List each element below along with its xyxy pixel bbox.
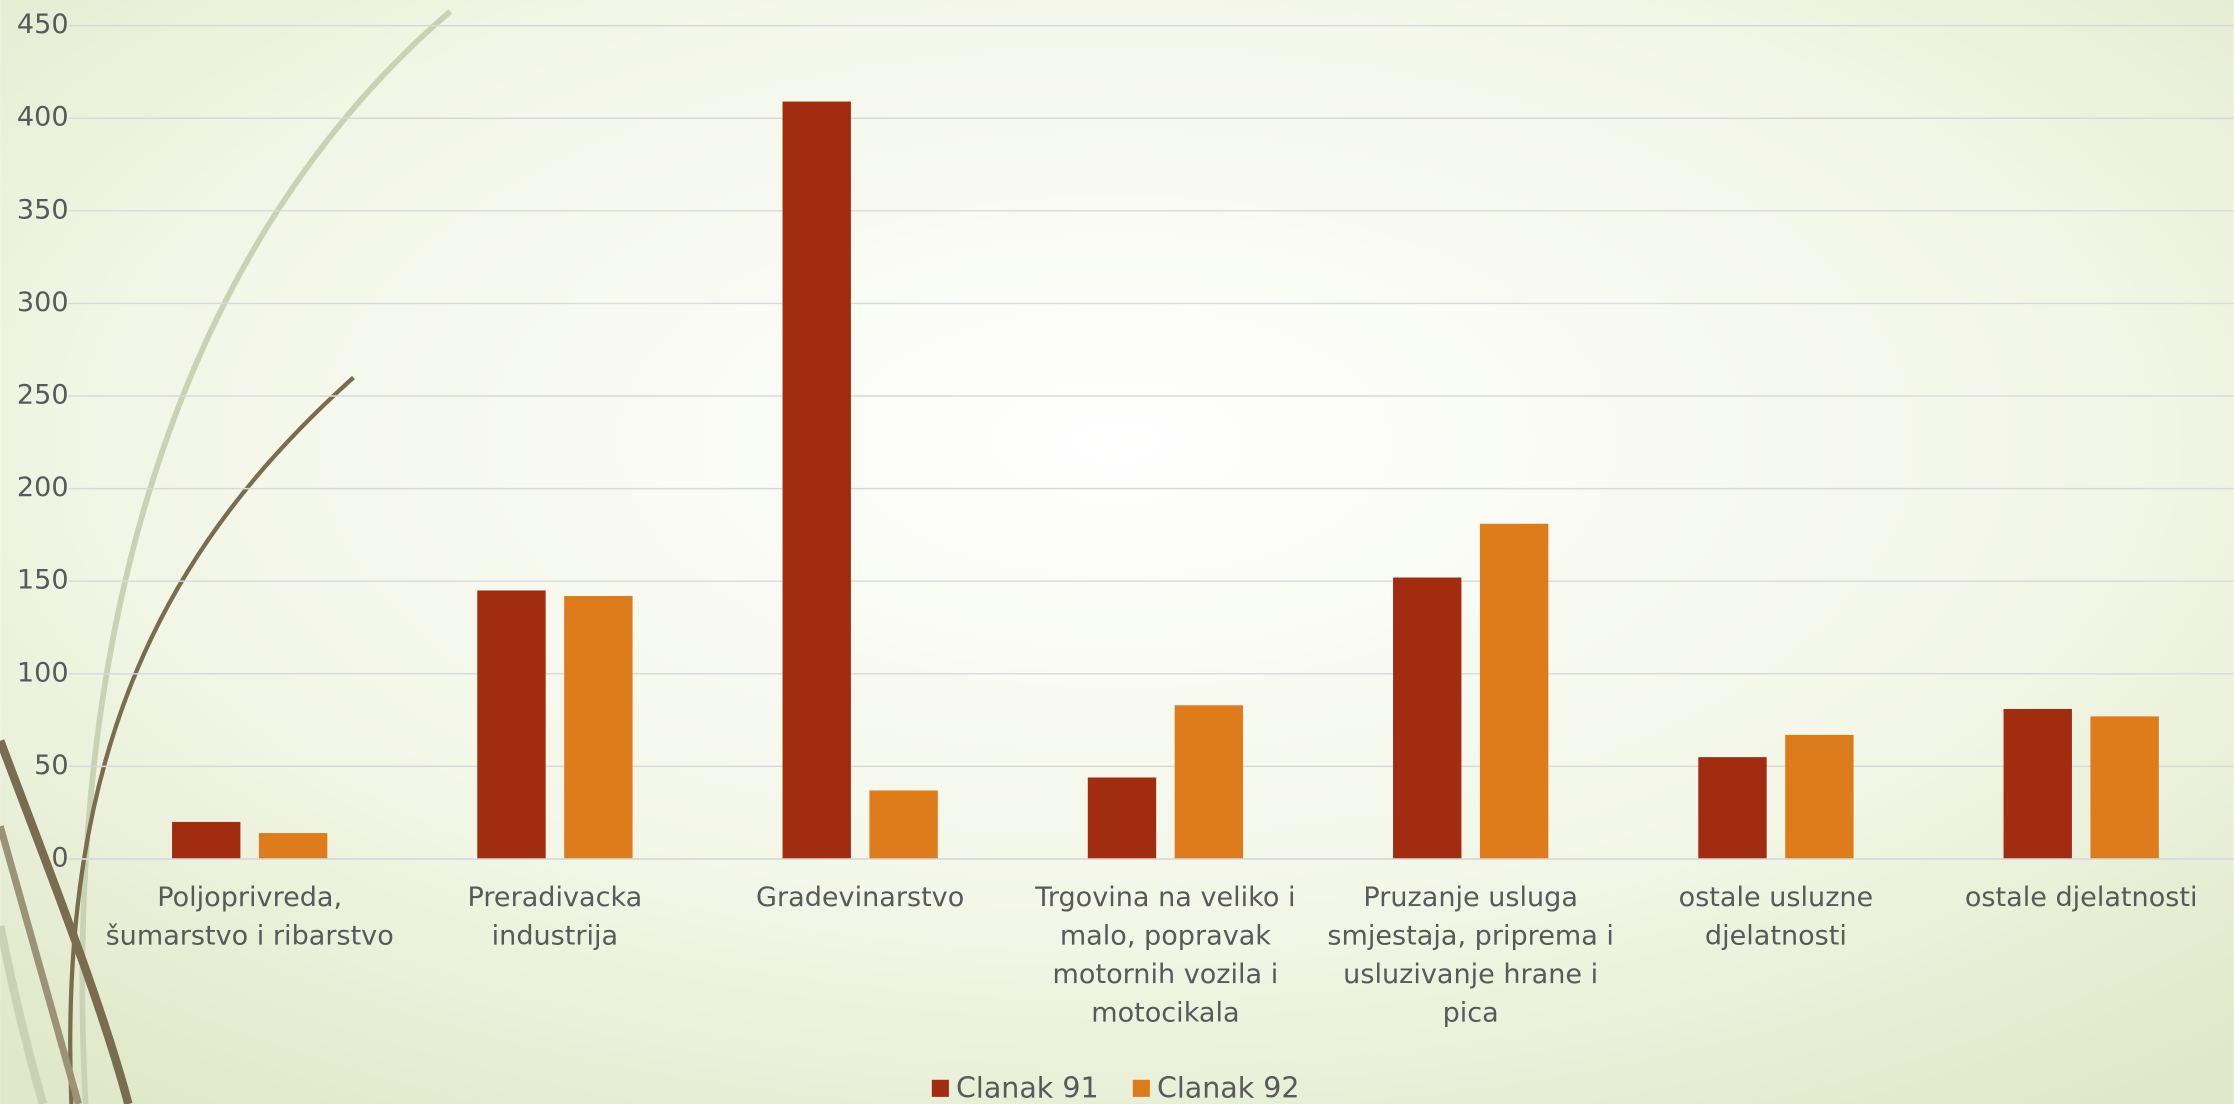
x-tick-label-box: ostale djelatnosti (1964, 881, 2198, 914)
decor-curve (0, 739, 133, 1104)
x-tick-label: Poljoprivreda, šumarstvo i ribarstvo (105, 881, 394, 952)
legend-label: Clanak 92 (1157, 1072, 1300, 1104)
bar (564, 596, 633, 859)
bar (1393, 577, 1462, 859)
bar (869, 790, 938, 859)
x-tick-label-box: Pruzanje usluga smjestaja, priprema i us… (1327, 881, 1614, 1029)
y-tick-label: 50 (34, 750, 68, 781)
x-tick-label: Pruzanje usluga smjestaja, priprema i us… (1327, 881, 1614, 1029)
decor-curve (0, 925, 48, 1104)
x-tick-label: Trgovina na veliko i malo, popravak moto… (1035, 881, 1296, 1029)
x-tick-label-box: Poljoprivreda, šumarstvo i ribarstvo (105, 881, 394, 952)
legend-label: Clanak 91 (956, 1072, 1099, 1104)
x-tick-label: ostale djelatnosti (1964, 881, 2198, 914)
bar (258, 833, 328, 859)
bar (1698, 757, 1767, 859)
x-tick-label: Gradevinarstvo (756, 881, 965, 914)
bar (782, 101, 851, 859)
bar (1087, 777, 1157, 859)
bar (1479, 523, 1549, 859)
decor-curve (68, 375, 355, 1104)
y-tick-label: 100 (17, 657, 69, 688)
y-tick-label: 350 (17, 194, 69, 225)
plot: 0 50 100 150 200 250 300 350 400 450 Poljoprivreda… (17, 9, 2234, 1104)
y-tick-label: 0 (51, 842, 68, 873)
bar (1174, 705, 1244, 859)
bar (172, 821, 241, 859)
legend: Clanak 91 Clanak 92 (931, 1072, 1300, 1104)
y-tick-label: 250 (17, 380, 69, 411)
bar (2090, 716, 2159, 859)
x-tick-label-box: ostale usluzne djelatnosti (1678, 881, 1874, 952)
x-tick-label: ostale usluzne djelatnosti (1678, 881, 1874, 952)
x-tick-label: Preradivacka industrija (467, 881, 643, 952)
bar (1785, 734, 1854, 859)
decor-curve (79, 9, 453, 1104)
legend-swatch (931, 1079, 949, 1097)
legend-swatch (1132, 1079, 1150, 1097)
decoration (0, 9, 453, 1104)
y-tick-label: 150 (17, 565, 69, 596)
x-tick-label-box: Gradevinarstvo (756, 881, 965, 914)
decor-curve (0, 825, 82, 1104)
x-tick-label-box: Preradivacka industrija (467, 881, 643, 952)
bar (2003, 708, 2072, 859)
bar (477, 590, 546, 859)
y-tick-label: 300 (17, 287, 69, 318)
y-tick-label: 400 (17, 102, 69, 133)
y-tick-label: 450 (17, 9, 69, 40)
y-tick-label: 200 (17, 472, 69, 503)
x-tick-label-box: Trgovina na veliko i malo, popravak moto… (1035, 881, 1296, 1029)
